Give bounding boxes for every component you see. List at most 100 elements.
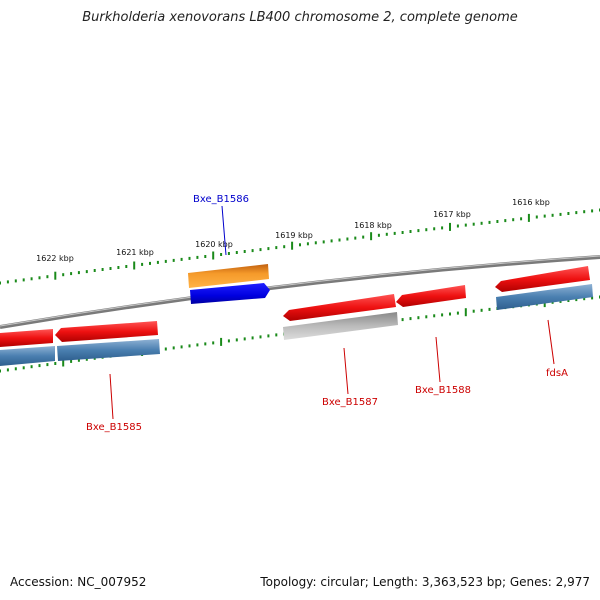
outer-minor-tick [401,231,404,234]
outer-minor-tick [267,247,270,251]
inner-minor-tick [196,343,199,347]
inner-minor-tick [164,347,167,351]
outer-minor-tick [575,211,578,215]
inner-minor-tick [275,333,278,337]
gene-fdsA[interactable] [495,266,593,310]
inner-minor-tick [583,297,586,301]
inner-minor-tick [409,317,412,321]
inner-minor-tick [14,367,17,371]
outer-minor-tick [456,224,459,228]
outer-minor-tick [543,214,546,218]
inner-minor-tick [85,357,88,361]
inner-minor-tick [433,314,436,318]
inner-minor-tick [22,366,25,370]
map-title: Burkholderia xenovorans LB400 chromosome… [82,10,518,25]
inner-major-tick [464,308,467,317]
gene-label-Bxe_B1588[interactable]: Bxe_B1588 [415,385,471,396]
inner-minor-tick [591,296,594,300]
outer-minor-tick [535,215,538,219]
outer-minor-tick [235,251,238,254]
outer-minor-tick [101,268,104,271]
outer-minor-tick [283,245,286,249]
outer-minor-tick [338,238,341,242]
leader-Bxe_B1587 [343,347,349,395]
tick-labels: 1622 kbp 1621 kbp 1620 kbp 1619 kbp 1618… [36,198,550,263]
outer-minor-tick [62,273,65,277]
inner-minor-tick [417,316,420,320]
outer-minor-tick [6,280,9,284]
outer-minor-tick [220,253,223,256]
gene-Bxe_B1587[interactable] [283,294,398,340]
outer-minor-tick [141,262,144,266]
tick-label-1619: 1619 kbp [275,231,313,240]
outer-minor-tick [362,235,365,239]
outer-minor-tick [172,258,175,262]
inner-minor-tick [172,346,175,350]
outer-minor-tick [156,260,159,264]
outer-minor-tick [480,221,483,225]
outer-minor-tick [488,220,491,224]
outer-minor-tick [377,233,380,237]
outer-minor-tick [330,239,333,243]
inner-minor-tick [204,342,207,346]
inner-minor-tick [480,308,483,312]
inner-minor-tick [235,338,238,342]
leader-Bxe_B1588 [435,336,441,383]
outer-minor-tick [275,246,278,250]
outer-minor-tick [346,237,349,241]
outer-minor-tick [393,231,396,235]
gene-Bxe_B1585[interactable] [0,321,160,366]
gene-label-Bxe_B1585[interactable]: Bxe_B1585 [86,422,142,433]
outer-minor-tick [504,219,507,223]
outer-minor-tick [433,227,436,231]
outer-minor-tick [496,220,499,223]
inner-minor-tick [243,337,246,341]
outer-minor-tick [196,255,199,259]
outer-major-tick [291,241,294,250]
gene-label-Bxe_B1586[interactable]: Bxe_B1586 [193,194,249,205]
outer-minor-tick [417,229,420,233]
inner-minor-tick [401,318,404,322]
outer-minor-tick [117,266,120,269]
gene-Bxe_B1588[interactable] [396,285,466,307]
outer-minor-tick [441,226,444,230]
inner-minor-tick [575,298,578,302]
tick-label-1620: 1620 kbp [195,240,233,249]
tick-label-1621: 1621 kbp [116,248,154,257]
outer-minor-tick [314,241,317,245]
outer-minor-tick [38,276,41,280]
outer-minor-tick [70,272,73,276]
inner-major-tick [62,358,65,367]
inner-minor-tick [456,311,459,315]
inner-minor-tick [180,345,183,349]
tick-label-1616: 1616 kbp [512,198,550,207]
gene-Bxe_B1586[interactable] [188,264,270,304]
tick-label-1618: 1618 kbp [354,221,392,230]
leader-Bxe_B1585 [109,373,114,420]
inner-minor-tick [472,309,475,313]
outer-major-tick [449,222,451,231]
inner-minor-tick [449,312,451,316]
outer-minor-tick [520,217,523,221]
outer-minor-tick [204,255,207,258]
outer-minor-tick [354,236,357,240]
outer-minor-tick [0,281,1,285]
outer-minor-tick [409,230,412,233]
inner-minor-tick [488,307,491,311]
outer-minor-tick [125,265,128,268]
outer-minor-tick [149,261,151,265]
outer-minor-tick [77,271,80,275]
outer-minor-tick [306,242,309,246]
outer-minor-tick [243,250,246,253]
inner-minor-tick [425,315,428,319]
gene-label-fdsA[interactable]: fdsA [546,368,568,379]
outer-minor-tick [259,248,262,252]
gene-label-Bxe_B1587[interactable]: Bxe_B1587 [322,397,378,408]
outer-minor-tick [299,243,301,247]
outer-minor-tick [512,218,515,222]
outer-minor-tick [188,256,191,260]
outer-minor-tick [567,212,570,215]
inner-minor-tick [46,363,49,367]
outer-minor-tick [14,279,17,283]
